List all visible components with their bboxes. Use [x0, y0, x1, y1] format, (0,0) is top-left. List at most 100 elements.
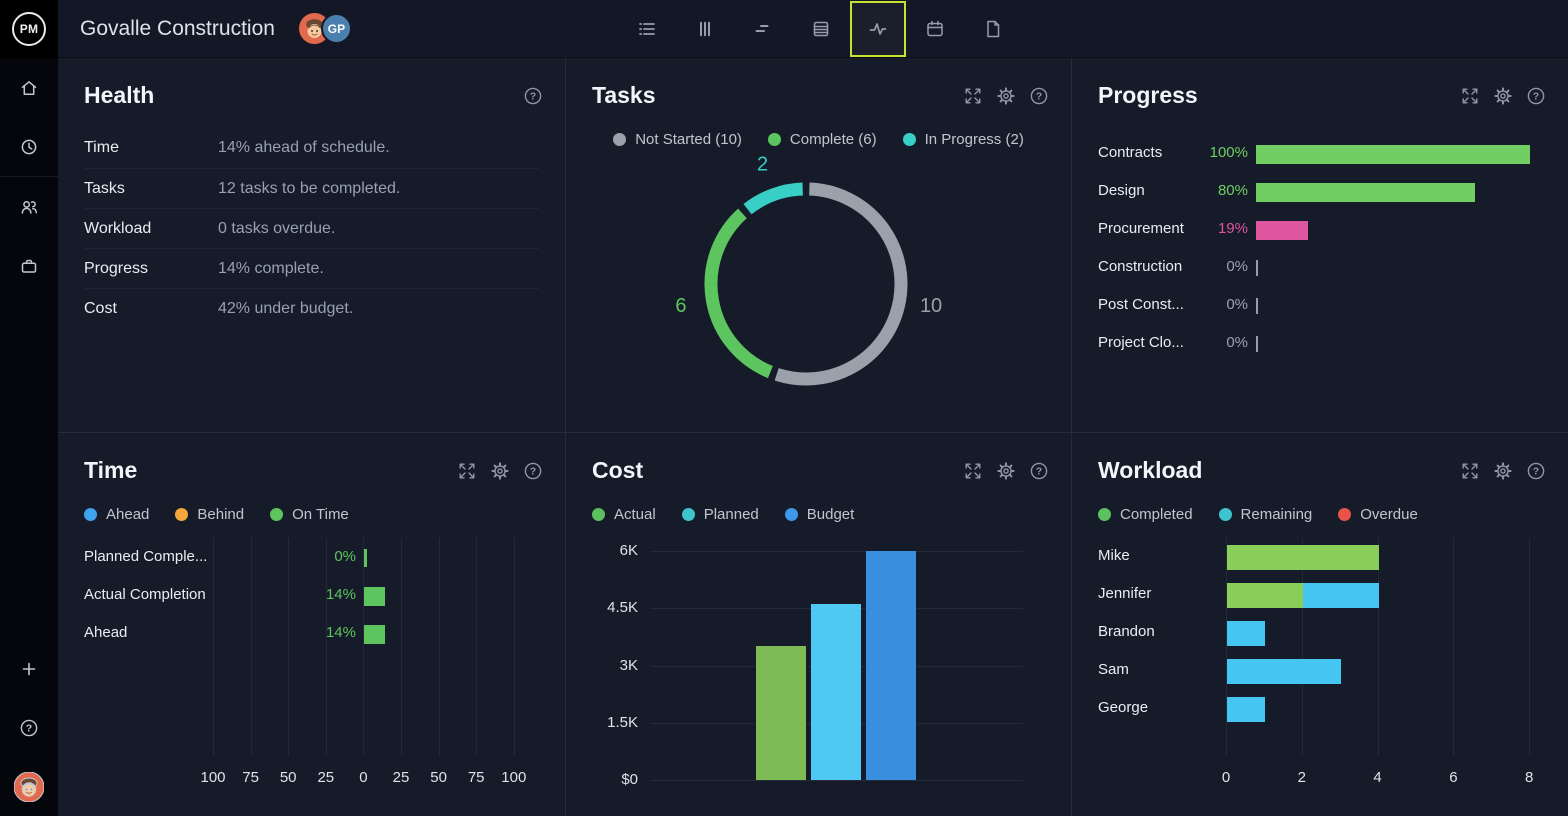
expand-icon[interactable] [963, 461, 983, 481]
cost-bar-actual[interactable] [756, 646, 806, 780]
expand-icon[interactable] [1460, 461, 1480, 481]
cost-bar-budget[interactable] [866, 551, 916, 780]
workload-bar-remaining[interactable] [1227, 620, 1265, 646]
sidebar-profile-avatar[interactable] [0, 757, 58, 816]
legend-item[interactable]: Behind [175, 506, 244, 523]
help-icon[interactable]: ? [1029, 461, 1049, 481]
tool-document-button[interactable] [964, 1, 1022, 57]
cost-column-chart: $0 1.5K 3K 4.5K 6K [566, 433, 1071, 816]
expand-icon[interactable] [963, 86, 983, 106]
expand-icon[interactable] [457, 461, 477, 481]
sidebar: ? [0, 58, 58, 816]
gear-icon[interactable] [1493, 461, 1513, 481]
legend-item[interactable]: Complete (6) [767, 131, 877, 148]
sidebar-home-button[interactable] [0, 58, 58, 117]
progress-bar[interactable] [1256, 144, 1530, 164]
workload-row-label: Jennifer [1098, 585, 1152, 602]
time-gridline [288, 538, 290, 756]
workload-gridline [1226, 538, 1227, 756]
workload-axis-label: 8 [1525, 769, 1534, 786]
legend-label: Remaining [1240, 506, 1313, 523]
workload-bar-remaining[interactable] [1302, 582, 1379, 608]
tool-sheet-button[interactable] [792, 1, 850, 57]
progress-row-label: Design [1098, 182, 1145, 199]
progress-zero-tick [1256, 336, 1258, 352]
time-row-label: Actual Completion [84, 586, 206, 603]
progress-bar[interactable] [1256, 220, 1309, 240]
legend-item[interactable]: Planned [681, 506, 759, 523]
legend-label: Completed [1120, 506, 1193, 523]
cost-bar-planned[interactable] [811, 604, 861, 780]
donut-segment-in-progress[interactable] [743, 182, 804, 215]
time-zero-tick [364, 549, 368, 567]
legend-item[interactable]: Remaining [1218, 506, 1313, 523]
workload-bar-remaining[interactable] [1227, 658, 1341, 684]
legend-dot [613, 133, 627, 146]
donut-segment-not-started[interactable] [774, 182, 908, 386]
gear-icon[interactable] [996, 86, 1016, 106]
sidebar-divider [0, 176, 58, 177]
workload-bar-completed[interactable] [1227, 582, 1303, 608]
tool-calendar-button[interactable] [906, 1, 964, 57]
gear-icon[interactable] [490, 461, 510, 481]
progress-row-label: Project Clo... [1098, 334, 1184, 351]
legend-label: Behind [197, 506, 245, 523]
time-bar[interactable] [364, 624, 386, 644]
workload-bar-remaining[interactable] [1227, 696, 1265, 722]
help-icon[interactable]: ? [523, 461, 543, 481]
time-value-label: 0% [334, 548, 356, 565]
cost-axis-label: 4.5K [607, 599, 638, 617]
progress-bar[interactable] [1256, 182, 1476, 202]
tool-board-button[interactable] [676, 1, 734, 57]
help-icon[interactable]: ? [1526, 86, 1546, 106]
workload-bar-completed[interactable] [1227, 544, 1379, 570]
help-icon[interactable]: ? [523, 86, 543, 106]
time-gridline [363, 538, 365, 756]
progress-bar-track [1256, 182, 1530, 202]
help-icon[interactable]: ? [1526, 461, 1546, 481]
health-row-label: Tasks [84, 179, 125, 197]
sidebar-time-button[interactable] [0, 117, 58, 176]
legend-label: Planned [703, 506, 759, 523]
legend-dot [175, 508, 189, 521]
svg-text:?: ? [530, 90, 536, 102]
legend-item[interactable]: On Time [270, 506, 349, 523]
legend-item[interactable]: Overdue [1338, 506, 1418, 523]
sidebar-portfolio-button[interactable] [0, 236, 58, 295]
legend-item[interactable]: Actual [592, 506, 656, 523]
portfolio-icon [19, 256, 39, 276]
progress-value-label: 0% [1226, 296, 1248, 313]
legend-item[interactable]: Ahead [84, 506, 149, 523]
sidebar-add-button[interactable] [0, 639, 58, 698]
time-axis-label: 50 [430, 769, 447, 786]
legend-dot [767, 133, 781, 146]
view-toolbar [618, 0, 1022, 58]
time-value-label: 14% [325, 586, 356, 603]
legend-item[interactable]: In Progress (2) [902, 131, 1024, 148]
legend-dot [84, 508, 97, 521]
app-logo[interactable]: PM [0, 0, 58, 58]
legend-item[interactable]: Not Started (10) [613, 131, 742, 148]
help-icon[interactable]: ? [1029, 86, 1049, 106]
gp-avatar[interactable]: GP [320, 13, 352, 44]
tool-activity-button[interactable] [850, 1, 906, 57]
progress-row-label: Procurement [1098, 220, 1184, 237]
progress-bar-track [1256, 335, 1530, 354]
donut-segment-complete[interactable] [704, 208, 773, 379]
gear-icon[interactable] [996, 461, 1016, 481]
tool-gantt-button[interactable] [734, 1, 792, 57]
legend-item[interactable]: Budget [784, 506, 854, 523]
tool-list-button[interactable] [618, 1, 676, 57]
svg-text:?: ? [1036, 90, 1042, 102]
time-value-label: 14% [325, 624, 356, 641]
expand-icon[interactable] [1460, 86, 1480, 106]
gear-icon[interactable] [1493, 86, 1513, 106]
sidebar-team-button[interactable] [0, 177, 58, 236]
sidebar-help-button[interactable]: ? [0, 698, 58, 757]
time-bar[interactable] [364, 586, 386, 606]
legend-item[interactable]: Completed [1098, 506, 1193, 523]
svg-text:?: ? [26, 722, 32, 734]
plus-icon [19, 659, 39, 679]
panel-time: Time ? Ahead Behind On Time 100 75 50 25 0 25… [58, 433, 565, 816]
tasks-legend: Not Started (10) Complete (6) In Progres… [566, 131, 1071, 148]
